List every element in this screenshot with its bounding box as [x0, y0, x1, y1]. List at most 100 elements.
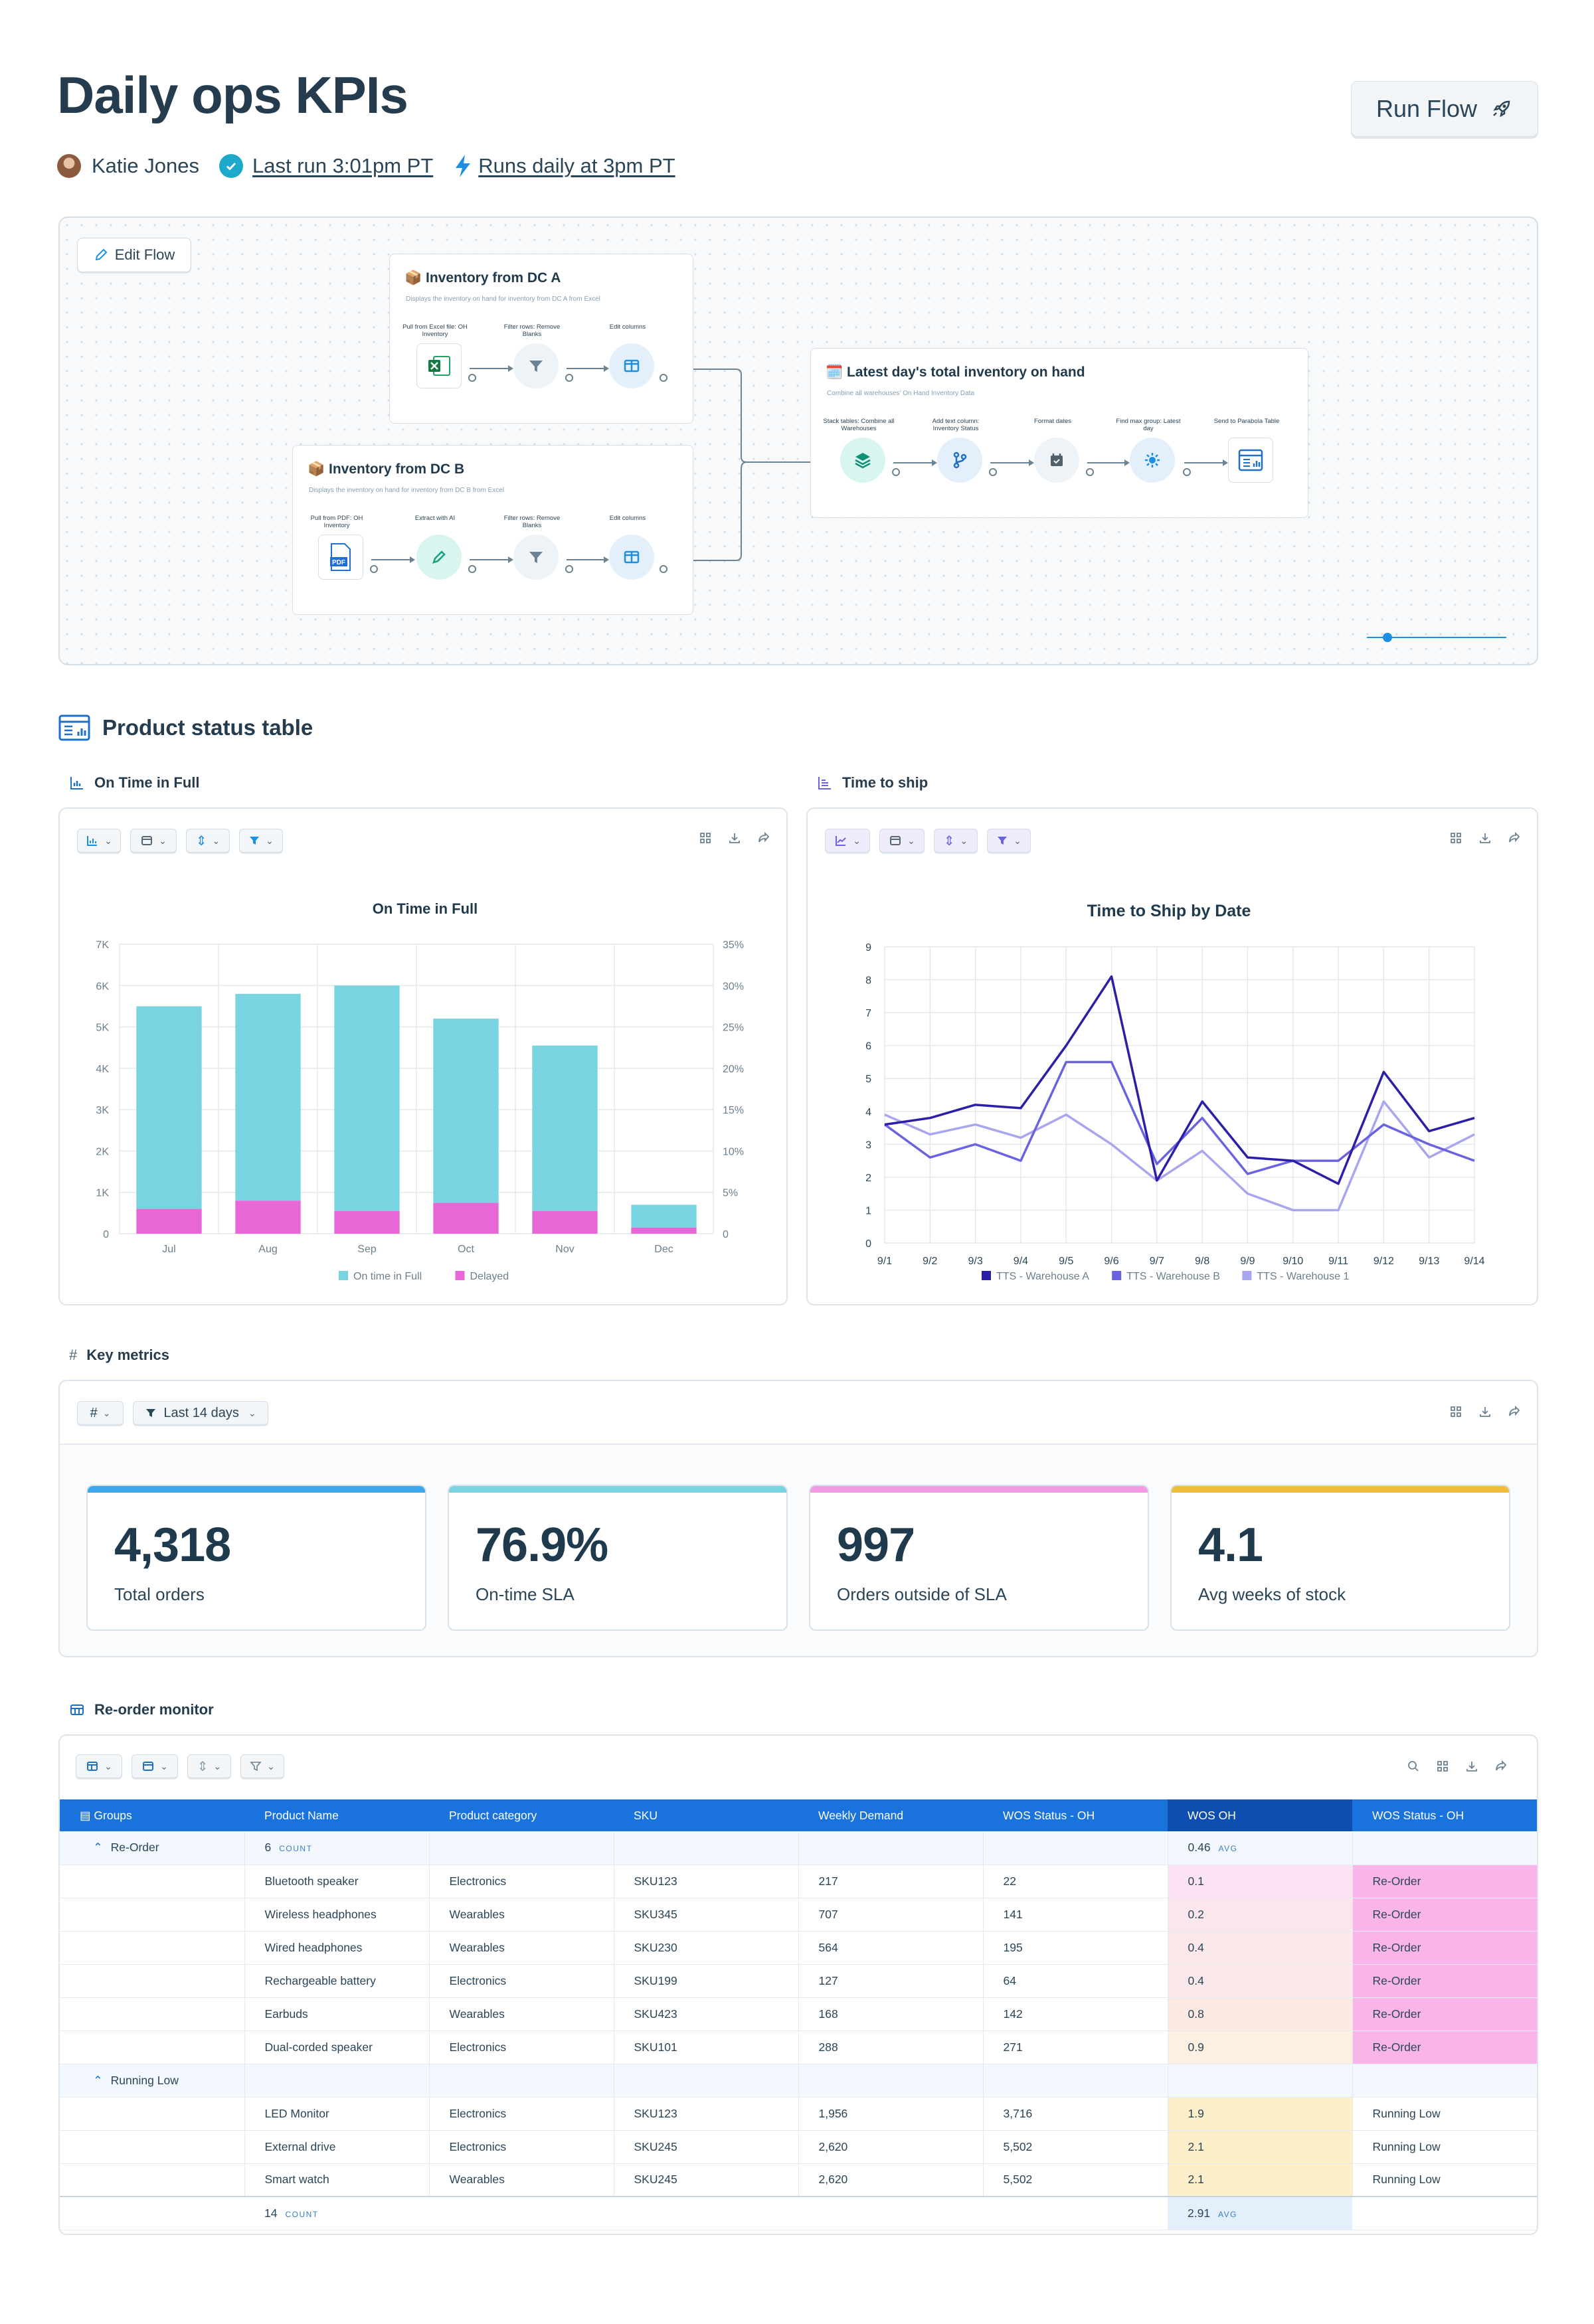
column-header[interactable]: Product category: [429, 1799, 614, 1831]
x-tick-label: 9/12: [1373, 1256, 1394, 1267]
table-row[interactable]: Smart watch Wearables SKU245 2,620 5,502 2.1 R…: [60, 2163, 1537, 2197]
column-header[interactable]: SKU: [614, 1799, 798, 1831]
filter-dropdown[interactable]: ⌄: [987, 829, 1031, 853]
column-header[interactable]: WOS Status - OH: [1352, 1799, 1537, 1831]
table-row[interactable]: Rechargeable battery Electronics SKU199 127…: [60, 1964, 1537, 1998]
step-filter[interactable]: Filter rows: Remove Blanks: [504, 323, 569, 388]
page-meta: Katie Jones Last run 3:01pm PT Runs dail…: [57, 151, 695, 181]
download-icon[interactable]: [728, 831, 741, 845]
step-edit-columns-b[interactable]: Edit columns: [609, 515, 664, 580]
otif-actions: [683, 831, 770, 845]
metric-type-dropdown[interactable]: # ⌄: [77, 1401, 124, 1425]
sort-dropdown[interactable]: ⇕ ⌄: [934, 829, 978, 853]
group-dropdown[interactable]: ⌄: [132, 1754, 178, 1778]
y-tick-label: 0: [865, 1238, 871, 1250]
owner: Katie Jones: [57, 154, 199, 178]
metrics-toolbar: # ⌄ Last 14 days ⌄: [77, 1401, 278, 1425]
column-header[interactable]: Product Name: [244, 1799, 429, 1831]
series-line: [884, 975, 1475, 1185]
filter-icon: [146, 1409, 156, 1417]
table-row[interactable]: Bluetooth speaker Electronics SKU123 217 22 0…: [60, 1865, 1537, 1898]
grid-icon[interactable]: [1436, 1760, 1449, 1773]
step-edit-columns[interactable]: Edit columns: [609, 323, 664, 388]
column-header[interactable]: Weekly Demand: [798, 1799, 983, 1831]
table-row[interactable]: Wireless headphones Wearables SKU345 707 141…: [60, 1898, 1537, 1932]
node-inventory-dc-b[interactable]: 📦 Inventory from DC B Displays the inven…: [292, 445, 693, 615]
share-icon[interactable]: [1508, 1405, 1521, 1418]
flow-connectors: [691, 369, 832, 561]
zoom-slider[interactable]: [1367, 631, 1506, 644]
edit-flow-button[interactable]: Edit Flow: [77, 238, 191, 272]
step-filter-b[interactable]: Filter rows: Remove Blanks: [504, 515, 569, 580]
last-run-link[interactable]: Last run 3:01pm PT: [252, 154, 434, 177]
step-add-text-column[interactable]: Add text column: Inventory Status: [932, 418, 992, 483]
share-icon[interactable]: [757, 831, 770, 845]
column-header[interactable]: ▤ Groups: [60, 1799, 244, 1831]
legend-swatch: [455, 1271, 465, 1280]
kpi-label: Orders outside of SLA: [837, 1584, 1007, 1604]
group-row[interactable]: ⌃ Re-Order 6 COUNT 0.46 AVG: [60, 1831, 1537, 1865]
metrics-header: # Key metrics: [69, 1347, 169, 1363]
sort-dropdown[interactable]: ⇕ ⌄: [186, 829, 230, 853]
step-format-dates[interactable]: Format dates: [1034, 418, 1089, 483]
table-chart-icon: [1228, 438, 1273, 483]
download-icon[interactable]: [1478, 831, 1492, 845]
share-icon[interactable]: [1508, 831, 1521, 845]
step-send-table[interactable]: Send to Parabola Table: [1214, 418, 1283, 483]
table-row[interactable]: Wired headphones Wearables SKU230 564 195 0.4…: [60, 1931, 1537, 1965]
legend-label: TTS - Warehouse A: [996, 1271, 1089, 1282]
footer-avg: 2.91: [1188, 2206, 1211, 2220]
table-row[interactable]: LED Monitor Electronics SKU123 1,956 3,716 1.…: [60, 2097, 1537, 2131]
node-latest-inventory[interactable]: 🗓️ Latest day's total inventory on hand …: [810, 348, 1308, 518]
group-row[interactable]: ⌃ Running Low: [60, 2064, 1537, 2098]
kpi-label: Avg weeks of stock: [1198, 1584, 1346, 1604]
node-inventory-dc-a[interactable]: 📦 Inventory from DC A Displays the inven…: [389, 254, 693, 424]
run-flow-button[interactable]: Run Flow: [1351, 81, 1538, 137]
collapse-icon[interactable]: ⌃: [93, 1841, 103, 1855]
schedule[interactable]: Runs daily at 3pm PT: [453, 153, 675, 179]
group-dropdown[interactable]: ⌄: [130, 829, 177, 853]
step-pdf[interactable]: Pull from PDF: OH Inventory PDF: [311, 515, 373, 580]
reorder-actions: [1391, 1760, 1508, 1773]
step-extract-ai[interactable]: Extract with AI: [415, 515, 472, 580]
grid-icon[interactable]: [1449, 1405, 1462, 1418]
chart-type-dropdown[interactable]: ⌄: [77, 829, 121, 853]
step-stack[interactable]: Stack tables: Combine all Warehouses: [823, 418, 895, 483]
download-icon[interactable]: [1465, 1760, 1478, 1773]
group-dropdown[interactable]: ⌄: [879, 829, 925, 853]
x-tick-label: 9/6: [1104, 1256, 1118, 1267]
filter-dropdown[interactable]: ⌄: [239, 829, 283, 853]
column-header[interactable]: WOS OH: [1168, 1799, 1352, 1831]
date-filter-dropdown[interactable]: Last 14 days ⌄: [133, 1401, 268, 1425]
column-header[interactable]: WOS Status - OH: [983, 1799, 1168, 1831]
chart-type-dropdown[interactable]: ⌄: [825, 829, 870, 853]
legend-swatch: [1242, 1271, 1252, 1280]
table-row[interactable]: External drive Electronics SKU245 2,620 5,50…: [60, 2130, 1537, 2164]
x-tick-label: 9/2: [923, 1256, 937, 1267]
hash-icon: #: [69, 1347, 78, 1363]
filter-dropdown[interactable]: ⌄: [240, 1754, 284, 1778]
share-icon[interactable]: [1494, 1760, 1508, 1773]
collapse-icon[interactable]: ⌃: [93, 2073, 103, 2087]
lightning-icon: [453, 153, 473, 179]
sort-dropdown[interactable]: ⇕ ⌄: [187, 1754, 231, 1778]
download-icon[interactable]: [1478, 1405, 1492, 1418]
table-row[interactable]: Dual-corded speaker Electronics SKU101 288 2…: [60, 2031, 1537, 2064]
step-excel[interactable]: Pull from Excel file: OH Inventory: [402, 323, 472, 388]
page-title: Daily ops KPIs: [57, 66, 408, 124]
columns-icon: [609, 535, 654, 580]
flow-canvas[interactable]: Edit Flow 📦 Inventory from DC A Displays…: [58, 216, 1538, 665]
kpi-label: On-time SLA: [476, 1584, 575, 1604]
step-find-max[interactable]: Find max group: Latest day: [1116, 418, 1185, 483]
schedule-link[interactable]: Runs daily at 3pm PT: [478, 154, 675, 177]
bar-on-time: [433, 1019, 499, 1203]
grid-icon[interactable]: [699, 831, 712, 845]
grid-icon[interactable]: [1449, 831, 1462, 845]
x-tick-label: 9/7: [1150, 1256, 1164, 1267]
kpi-on-time-sla: 76.9% On-time SLA: [448, 1485, 788, 1631]
last-run[interactable]: Last run 3:01pm PT: [219, 154, 433, 178]
search-icon[interactable]: [1407, 1760, 1420, 1773]
table-row[interactable]: Earbuds Wearables SKU423 168 142 0.8 Re-Order: [60, 1997, 1537, 2031]
group-avg: 0.46: [1188, 1841, 1211, 1855]
view-dropdown[interactable]: ⌄: [76, 1754, 122, 1778]
